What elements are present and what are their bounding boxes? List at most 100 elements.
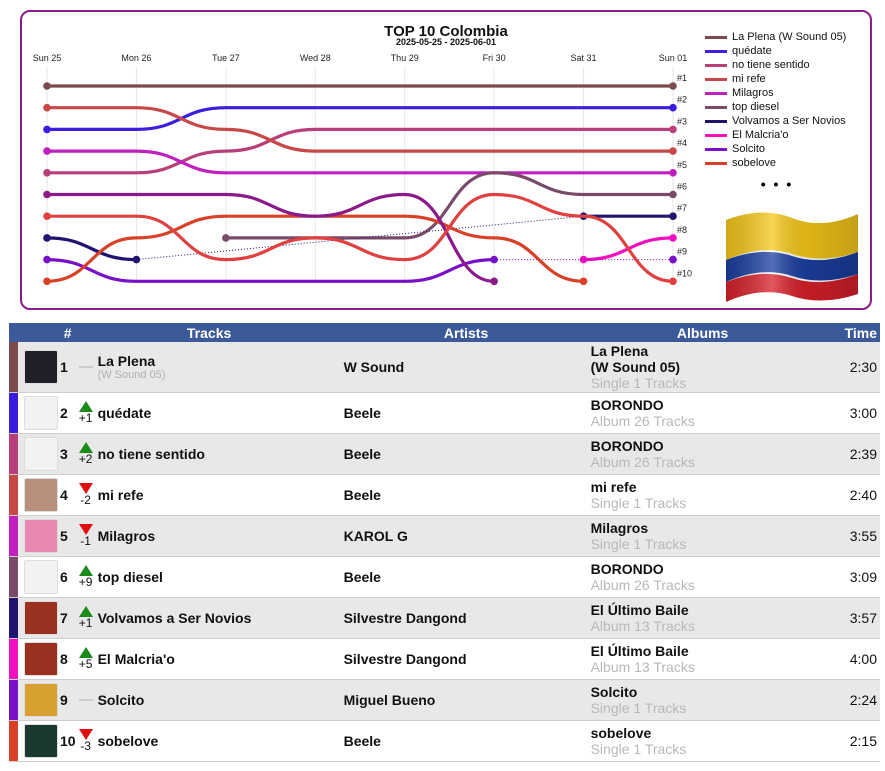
album-cover-icon[interactable] [24, 478, 58, 512]
album-cover-icon[interactable] [24, 396, 58, 430]
series-point [43, 234, 51, 242]
table-row[interactable]: 2 +1 quédate Beele BORONDO Album 26 Tracks 3:0… [9, 392, 880, 434]
table-row[interactable]: 9 Solcito Miguel Bueno Solcito Single 1 Trac… [9, 679, 880, 721]
album-cover-icon[interactable] [24, 437, 58, 471]
rank-label: #5 [677, 160, 687, 170]
table-row[interactable]: 10 -3 sobelove Beele sobelove Single 1 Tracks… [9, 720, 880, 762]
table-row[interactable]: 7 +1 Volvamos a Ser Novios Silvestre Dangon… [9, 597, 880, 639]
table-row[interactable]: 8 +5 El Malcria'o Silvestre Dangond El Últim… [9, 638, 880, 680]
header-tracks: Tracks [75, 323, 343, 342]
table-row[interactable]: 1 La Plena (W Sound 05) W Sound La Plena (W S… [9, 342, 880, 393]
album-cell: Milagros Single 1 Tracks [589, 515, 816, 557]
series-point [43, 103, 51, 112]
track-title[interactable]: top diesel [97, 569, 163, 585]
album-cover-icon[interactable] [24, 560, 58, 594]
rank-change: +2 [75, 433, 96, 475]
track-title[interactable]: quédate [97, 405, 152, 421]
table-row[interactable]: 6 +9 top diesel Beele BORONDO Album 26 Tracks… [9, 556, 880, 598]
album-title[interactable]: BORONDO [590, 561, 664, 577]
album-cover-icon[interactable] [24, 601, 58, 635]
rank-label: #2 [677, 95, 687, 105]
table-row[interactable]: 5 -1 Milagros KAROL G Milagros Single 1 Track… [9, 515, 880, 557]
x-tick-label: Sat 31 [571, 53, 597, 63]
artist-name[interactable]: Miguel Bueno [342, 679, 590, 721]
rank-number: 1 [58, 342, 76, 393]
artist-name[interactable]: KAROL G [342, 515, 590, 557]
rank-change-value: +1 [78, 616, 93, 630]
album-title[interactable]: La Plena [590, 343, 649, 359]
legend-item: La Plena (W Sound 05) [705, 30, 870, 44]
album-info: Single 1 Tracks [590, 375, 687, 391]
album-cell: BORONDO Album 26 Tracks [589, 392, 816, 434]
artist-name[interactable]: Silvestre Dangond [342, 597, 590, 639]
track-duration: 4:00 [815, 638, 880, 680]
track-title[interactable]: no tiene sentido [97, 446, 205, 462]
track-title[interactable]: mi refe [97, 487, 144, 503]
album-info: Single 1 Tracks [590, 741, 687, 757]
track-title[interactable]: Solcito [97, 692, 145, 708]
album-cover-icon[interactable] [24, 642, 58, 676]
album-title[interactable]: BORONDO [590, 438, 664, 454]
album-cover-icon[interactable] [24, 519, 58, 553]
track-cell: sobelove [95, 720, 343, 762]
track-cell: quédate [95, 392, 343, 434]
row-color-bar [9, 515, 18, 557]
track-duration: 2:30 [815, 342, 880, 393]
table-row[interactable]: 3 +2 no tiene sentido Beele BORONDO Album 26 … [9, 433, 880, 475]
artist-name[interactable]: Beele [342, 392, 590, 434]
track-title[interactable]: sobelove [97, 733, 159, 749]
series-point [132, 255, 141, 264]
track-subtitle: (W Sound 05) [97, 369, 166, 381]
album-cover-icon[interactable] [24, 683, 58, 717]
album-cell: sobelove Single 1 Tracks [589, 720, 816, 762]
legend-item: Solcito [705, 142, 870, 156]
album-title[interactable]: El Último Baile [590, 602, 689, 618]
track-title[interactable]: Volvamos a Ser Novios [97, 610, 252, 626]
artist-name[interactable]: Beele [342, 720, 590, 762]
legend-swatch [705, 63, 727, 67]
track-title[interactable]: El Malcria'o [97, 651, 175, 667]
track-cell: La Plena (W Sound 05) [95, 342, 343, 393]
album-cover-icon[interactable] [24, 350, 58, 384]
rank-label: #6 [677, 182, 687, 192]
cover-cell [18, 597, 58, 639]
album-info: Single 1 Tracks [590, 536, 687, 552]
album-title[interactable]: sobelove [590, 725, 652, 741]
series-line [45, 258, 496, 283]
legend-swatch [705, 119, 727, 123]
artist-name[interactable]: Silvestre Dangond [342, 638, 590, 680]
chart-title: TOP 10 Colombia [384, 23, 508, 40]
album-title[interactable]: El Último Baile [590, 643, 689, 659]
legend-item: El Malcria'o [705, 128, 870, 142]
header-time: Time [815, 323, 880, 342]
rank-change [75, 679, 96, 721]
rank-change: +9 [75, 556, 96, 598]
artist-name[interactable]: Beele [342, 474, 590, 516]
artist-name[interactable]: Beele [342, 433, 590, 475]
track-duration: 3:00 [815, 392, 880, 434]
cover-cell [18, 638, 58, 680]
legend-label: mi refe [732, 73, 766, 85]
album-info: Album 26 Tracks [590, 454, 695, 470]
track-title[interactable]: Milagros [97, 528, 156, 544]
track-title[interactable]: La Plena [97, 353, 156, 369]
rank-change-value: -2 [80, 493, 91, 507]
table-row[interactable]: 4 -2 mi refe Beele mi refe Single 1 Tracks 2:4… [9, 474, 880, 516]
album-title[interactable]: Milagros [590, 520, 649, 536]
album-title[interactable]: Solcito [590, 684, 638, 700]
cover-cell [18, 433, 58, 475]
series-point [43, 277, 51, 286]
album-title[interactable]: BORONDO [590, 397, 664, 413]
legend-label: La Plena (W Sound 05) [732, 31, 847, 43]
legend-swatch [705, 35, 727, 39]
artist-name[interactable]: Beele [342, 556, 590, 598]
rank-label: #8 [677, 225, 687, 235]
album-title[interactable]: mi refe [590, 479, 637, 495]
artist-name[interactable]: W Sound [342, 342, 590, 393]
colombia-flag-icon [726, 212, 858, 302]
album-cover-icon[interactable] [24, 724, 58, 758]
album-cell: El Último Baile Album 13 Tracks [589, 597, 816, 639]
row-color-bar [9, 720, 18, 762]
legend-item: Milagros [705, 86, 870, 100]
legend-item: Volvamos a Ser Novios [705, 114, 870, 128]
